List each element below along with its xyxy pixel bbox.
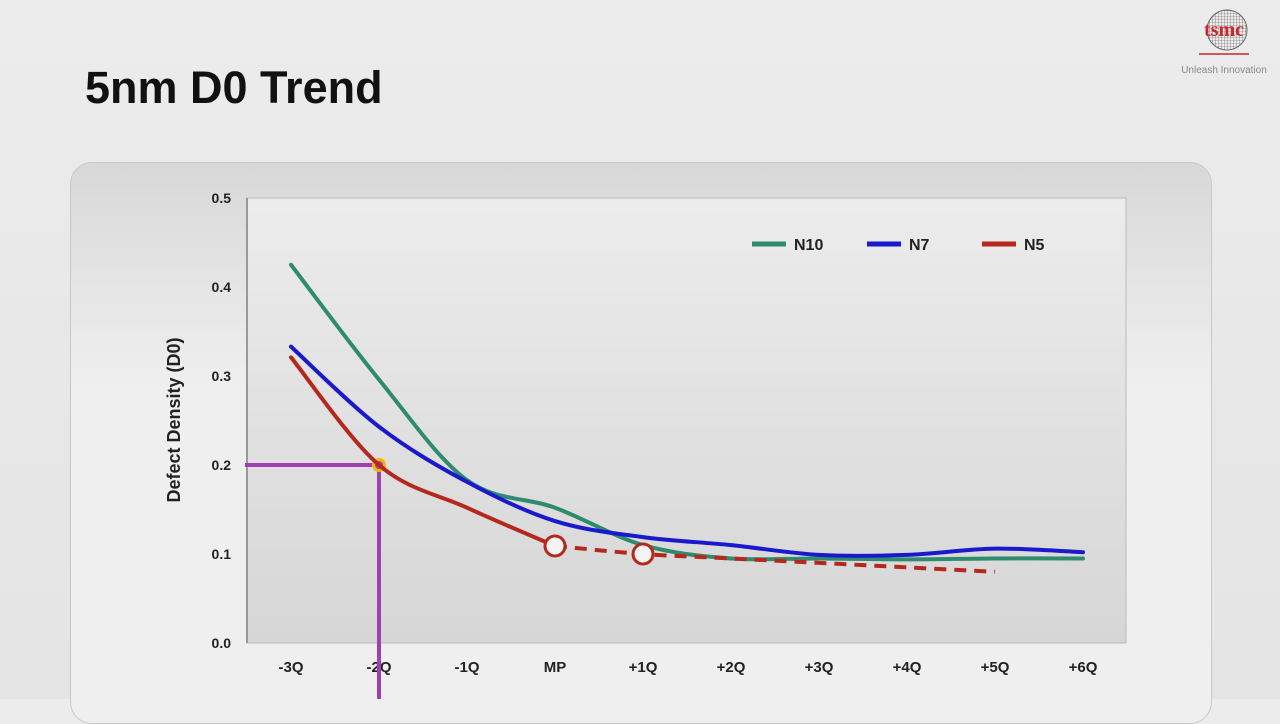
legend-label-n7: N7 [909,237,930,254]
y-axis-label: Defect Density (D0) [164,337,184,502]
y-tick-label: 0.0 [212,635,232,651]
x-tick-label: MP [544,659,567,676]
page-title: 5nm D0 Trend [85,62,383,113]
y-tick-label: 0.5 [212,190,232,206]
n7-line [289,344,1085,558]
logo-tagline: Unleash Innovation [1181,65,1267,76]
x-tick-label: -1Q [454,659,479,676]
x-tick-label: +6Q [1069,659,1098,676]
x-tick-label: +2Q [717,659,746,676]
x-tick-label: +4Q [893,659,922,676]
x-tick-label: +1Q [629,659,658,676]
svg-text:tsmc: tsmc [1204,19,1244,41]
x-tick-label: -3Q [278,659,303,676]
plot-area [246,197,1127,644]
legend-label-n5: N5 [1024,237,1045,254]
x-tick-label: +3Q [805,659,834,676]
y-tick-label: 0.3 [212,368,232,384]
tsmc-logo: tsmc Unleash Innovation [1172,8,1276,76]
y-tick-label: 0.1 [212,546,232,562]
n5-forecast-line [554,543,996,574]
n5-line [289,355,557,548]
n5-marker [543,534,567,558]
n10-line [289,262,1085,562]
legend-label-n10: N10 [794,237,823,254]
y-tick-label: 0.2 [212,457,232,473]
n5-marker [631,542,655,566]
d0-trend-chart: Defect Density (D0) 0.0 0.1 0.2 0.3 0.4 0.5 -3… [164,190,1127,699]
x-tick-label: +5Q [981,659,1010,676]
y-tick-label: 0.4 [212,279,232,295]
tsmc-wafer-logo-icon: tsmc [1199,9,1249,55]
